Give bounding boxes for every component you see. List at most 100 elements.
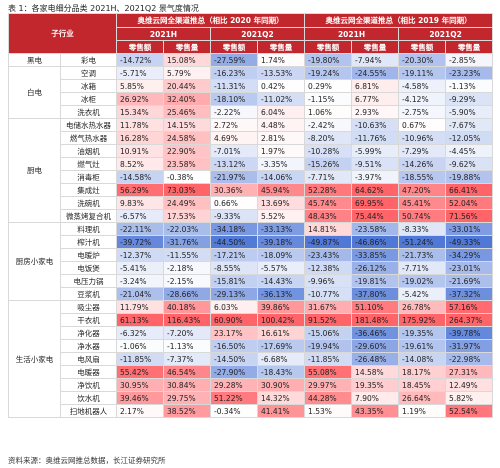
value-cell: 66.41% [445,183,494,197]
value-cell: 73.03% [163,183,211,197]
value-cell: 75.44% [351,209,400,223]
value-cell: -11.76% [351,131,400,145]
value-cell: -5.41% [116,261,164,275]
value-cell: -22.98% [445,352,494,366]
table-row: 电风扇 -11.85% -7.37% -14.50% -6.68% -11.85% -26.… [9,352,494,366]
subcategory-cell: 净化器 [60,326,117,340]
value-cell: 55.42% [116,365,164,379]
value-cell: -24.55% [351,66,400,80]
subcategory-cell: 扫地机器人 [60,404,117,418]
value-cell: 29.97% [304,378,353,392]
value-cell: -1.13% [445,79,494,93]
table-row: 豆浆机 -21.04% -28.66% -29.13% -36.13% -10.77% -3… [9,287,494,301]
value-cell: -5.71% [116,66,164,80]
value-cell: -0.34% [210,404,258,418]
value-cell: -5.42% [398,287,447,301]
value-cell: -4.12% [398,92,447,106]
subcategory-cell: 饮水机 [60,391,117,405]
table-row: 生活小家电 吸尘器 11.79% 40.18% 6.03% 39.86% 31.67% 51.… [8,300,494,418]
value-cell: -22.03% [163,222,211,236]
table-row: 白电 空调 -5.71% 5.79% -16.23% -13.53% -19.24% -24.… [8,66,494,119]
table-row: 洗衣机 15.34% 25.46% -2.22% 6.04% 1.06% 2.93% -2.7… [9,105,494,119]
value-cell: 5.85% [116,79,164,93]
table-row: 燃气热水器 16.28% 24.58% 4.69% 2.81% -8.20% -11.76%… [9,131,494,145]
value-cell: 52.04% [445,196,494,210]
value-cell: -23.01% [445,261,494,275]
value-cell: 27.31% [445,365,494,379]
subcategory-cell: 空调 [60,66,117,80]
value-cell: 40.18% [163,300,211,314]
value-cell: -29.13% [210,287,258,301]
value-cell: 24.58% [163,131,211,145]
value-cell: 264.37% [445,313,494,327]
value-cell: -11.55% [163,248,211,262]
value-cell: 29.75% [163,391,211,405]
subcategory-cell: 冰箱 [60,79,117,93]
value-cell: 4.69% [210,131,258,145]
value-cell: 52.28% [304,183,353,197]
table-row: 榨汁机 -39.72% -31.76% -44.50% -39.18% -49.87% -4… [9,235,494,249]
value-cell: -3.24% [116,274,164,288]
value-cell: 8.52% [116,157,164,171]
value-cell: -14.50% [210,352,258,366]
value-cell: 45.94% [256,183,306,197]
subcategory-cell: 豆浆机 [60,287,117,301]
value-cell: 18.45% [398,378,447,392]
value-cell: -39.72% [116,235,164,249]
value-cell: -28.66% [163,287,211,301]
value-cell: -10.96% [398,131,447,145]
value-cell: -3.97% [351,170,400,184]
subcategory-cell: 燃气灶 [60,157,117,171]
table-row: 饮水机 39.46% 29.75% 51.22% 14.32% 44.28% 7.90% 26… [9,391,494,405]
value-cell: 2.72% [210,118,258,132]
value-cell: -8.20% [304,131,353,145]
header-category: 子行业 [8,13,117,54]
value-cell: 45.41% [398,196,447,210]
value-cell: -12.05% [445,131,494,145]
value-cell: -34.29% [445,248,494,262]
category-cell: 厨电 [8,118,61,223]
value-cell: 175.92% [398,313,447,327]
header-metric: 零售额 [210,40,258,54]
value-cell: 51.10% [351,300,400,314]
table-row: 干衣机 61.13% 116.43% 60.90% 100.42% 91.52% 181.4… [9,313,494,327]
value-cell: 46.54% [163,365,211,379]
value-cell: 26.78% [398,300,447,314]
value-cell: -2.85% [445,53,494,67]
table-row: 微蒸烤复合机 -6.57% 17.53% -9.33% 5.52% 48.43% 75.44… [9,209,494,223]
table-row: 电压力锅 -3.24% -2.15% -15.81% -14.43% -9.96% -19.… [9,274,494,288]
value-cell: -26.48% [351,352,400,366]
value-cell: 5.82% [445,391,494,405]
value-cell: -17.69% [256,339,306,353]
value-cell: -14.08% [398,352,447,366]
value-cell: 39.46% [116,391,164,405]
value-cell: -16.23% [210,66,258,80]
value-cell: 1.06% [304,105,353,119]
table-row: 黑电 彩电 -14.72% 15.08% -27.59% 1.74% -19.80% -7.9… [8,53,494,67]
value-cell: -19.81% [351,274,400,288]
value-cell: -36.46% [351,326,400,340]
value-cell: -13.12% [210,157,258,171]
value-cell: 30.84% [163,378,211,392]
table-body: 黑电 彩电 -14.72% 15.08% -27.59% 1.74% -19.80% -7.9… [8,53,494,418]
value-cell: 12.49% [445,378,494,392]
value-cell: 9.83% [116,196,164,210]
value-cell: 26.64% [398,391,447,405]
table-caption: 表 1：各家电细分品类 2021H、2021Q2 景气度情况 [8,4,199,13]
value-cell: -36.13% [256,287,306,301]
value-cell: -19.11% [398,66,447,80]
value-cell: -17.21% [210,248,258,262]
header-metric: 零售额 [116,40,164,54]
value-cell: 45.74% [304,196,353,210]
header-metric: 零售量 [351,40,400,54]
value-cell: 44.28% [304,391,353,405]
table-row: 电暖炉 -12.37% -11.55% -17.21% -18.09% -23.43% -3… [9,248,494,262]
value-cell: 41.41% [256,404,306,418]
subcategory-cell: 净饮机 [60,378,117,392]
value-cell: -14.43% [256,274,306,288]
value-cell: -15.06% [304,326,353,340]
value-cell: -27.90% [210,365,258,379]
value-cell: 30.90% [256,378,306,392]
subcategory-cell: 电压力锅 [60,274,117,288]
value-cell: -7.29% [398,144,447,158]
